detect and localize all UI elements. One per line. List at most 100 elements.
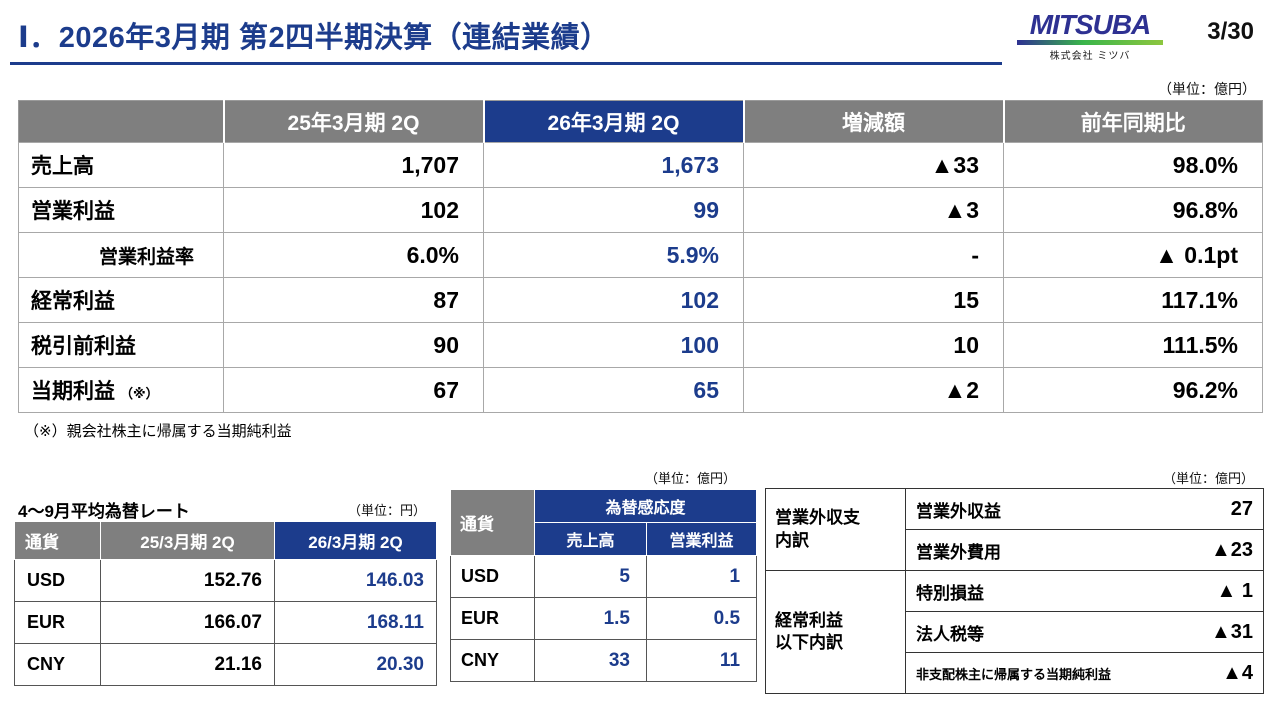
item-name: 非支配株主に帰属する当期純利益: [916, 666, 1112, 682]
currency-label: CNY: [450, 639, 535, 682]
fx-curr-value: 146.03: [274, 559, 437, 602]
results-table: 25年3月期 2Q 26年3月期 2Q 増減額 前年同期比 売上高 1,707 …: [18, 100, 1263, 413]
prev-value-cell: 102: [223, 187, 484, 233]
fx-col-curr: 26/3月期 2Q: [274, 521, 437, 560]
col-header-prev: 25年3月期 2Q: [222, 100, 484, 143]
row-label-cell: 当期利益 （※）: [18, 367, 224, 413]
fx-col-currency: 通貨: [14, 521, 101, 560]
sensitivity-table: 通貨 為替感応度 売上高 営業利益 USD 5 1 EUR 1.5 0.5 CN…: [450, 489, 758, 682]
fx-prev-value: 152.76: [100, 559, 275, 602]
logo-stripe: [1017, 40, 1163, 45]
curr-value-cell: 65: [483, 367, 744, 413]
prev-value-cell: 87: [223, 277, 484, 323]
yoy-value-cell: ▲ 0.1pt: [1003, 232, 1263, 278]
change-value-cell: ▲2: [743, 367, 1004, 413]
mitsuba-logo: MITSUBA 株式会社 ミツバ: [1014, 10, 1166, 62]
logo-wordmark: MITSUBA: [1029, 9, 1152, 40]
fx-curr-value: 20.30: [274, 643, 437, 686]
fx-col-prev: 25/3月期 2Q: [100, 521, 275, 560]
col-header-change: 増減額: [742, 100, 1004, 143]
prev-value-cell: 67: [223, 367, 484, 413]
fx-row-eur: EUR 166.07 168.11: [14, 601, 437, 644]
row-operating-profit: 営業利益 102 99 ▲3 96.8%: [18, 187, 1263, 233]
fx-row-cny: CNY 21.16 20.30: [14, 643, 437, 686]
prev-value-cell: 1,707: [223, 142, 484, 188]
yoy-value-cell: 111.5%: [1003, 322, 1263, 368]
page-number: 3/30: [1207, 18, 1254, 45]
item-name: 特別損益: [916, 583, 984, 603]
currency-label: EUR: [14, 601, 101, 644]
breakdown-row: 非支配株主に帰属する当期純利益 ▲4: [766, 652, 1264, 694]
fx-prev-value: 21.16: [100, 643, 275, 686]
currency-label: USD: [450, 555, 535, 598]
yoy-value-cell: 117.1%: [1003, 277, 1263, 323]
sens-col-profit: 営業利益: [645, 522, 758, 556]
row-pretax-profit: 税引前利益 90 100 10 111.5%: [18, 322, 1263, 368]
breakdown-row: 営業外費用 ▲23: [766, 529, 1264, 571]
breakdown-row: 経常利益 以下内訳 特別損益 ▲ 1: [765, 570, 1264, 694]
fx-prev-value: 166.07: [100, 601, 275, 644]
fx-curr-value: 168.11: [274, 601, 437, 644]
group-label-nonoperating: 営業外収支 内訳: [765, 488, 906, 571]
change-value-cell: 10: [743, 322, 1004, 368]
footnote-mark: （※）: [120, 386, 159, 401]
col-header-blank: [18, 100, 224, 143]
item-value: ▲ 1: [1216, 579, 1253, 602]
row-label-cell: 税引前利益: [18, 322, 224, 368]
item-name: 法人税等: [916, 624, 984, 644]
sens-sales-value: 1.5: [534, 597, 647, 640]
company-name: 株式会社 ミツバ: [1049, 51, 1131, 62]
title-underline: [10, 62, 1002, 65]
prev-value-cell: 6.0%: [223, 232, 484, 278]
item-name: 営業外収益: [916, 501, 1001, 521]
breakdown-table: 営業外収支 内訳 営業外収益 27 営業外費用 ▲23 経常利益 以下内訳 特別…: [765, 488, 1264, 694]
curr-value-cell: 99: [483, 187, 744, 233]
row-label-cell: 売上高: [18, 142, 224, 188]
change-value-cell: ▲33: [743, 142, 1004, 188]
unit-label-main: （単位：億円）: [1158, 81, 1256, 97]
sens-row-cny: CNY 33 11: [450, 639, 758, 682]
sens-profit-value: 0.5: [645, 597, 758, 640]
unit-label-fx: （単位：円）: [348, 503, 427, 518]
change-value-cell: ▲3: [743, 187, 1004, 233]
sens-sales-value: 5: [534, 555, 647, 598]
item-value: ▲4: [1222, 661, 1253, 684]
row-label-cell: 経常利益: [18, 277, 224, 323]
results-header-row: 25年3月期 2Q 26年3月期 2Q 増減額 前年同期比: [18, 100, 1263, 143]
footnote: （※）親会社株主に帰属する当期純利益: [24, 423, 292, 440]
unit-label-breakdown: （単位：億円）: [1162, 471, 1254, 486]
currency-label: USD: [14, 559, 101, 602]
unit-label-sensitivity: （単位：億円）: [645, 471, 737, 486]
row-sales: 売上高 1,707 1,673 ▲33 98.0%: [18, 142, 1263, 188]
sens-profit-value: 11: [645, 639, 758, 682]
breakdown-item: 営業外収益 27: [905, 488, 1264, 530]
fx-row-usd: USD 152.76 146.03: [14, 559, 437, 602]
item-value: ▲31: [1210, 620, 1253, 643]
sens-row-usd: USD 5 1: [450, 555, 758, 598]
item-name: 営業外費用: [916, 542, 1001, 562]
sens-row-eur: EUR 1.5 0.5: [450, 597, 758, 640]
currency-label: EUR: [450, 597, 535, 640]
fx-rate-table: 通貨 25/3月期 2Q 26/3月期 2Q USD 152.76 146.03…: [14, 521, 437, 686]
row-operating-margin: 営業利益率 6.0% 5.9% - ▲ 0.1pt: [18, 232, 1263, 278]
row-net-profit: 当期利益 （※） 67 65 ▲2 96.2%: [18, 367, 1263, 413]
curr-value-cell: 5.9%: [483, 232, 744, 278]
sens-sales-value: 33: [534, 639, 647, 682]
item-value: ▲23: [1210, 538, 1253, 561]
col-header-yoy: 前年同期比: [1002, 100, 1263, 143]
item-value: 27: [1230, 497, 1253, 520]
currency-label: CNY: [14, 643, 101, 686]
sens-header-row: 通貨 為替感応度: [450, 489, 758, 556]
change-value-cell: 15: [743, 277, 1004, 323]
fx-header-row: 通貨 25/3月期 2Q 26/3月期 2Q: [14, 521, 437, 560]
row-ordinary-profit: 経常利益 87 102 15 117.1%: [18, 277, 1263, 323]
page-title: Ⅰ．2026年3月期 第2四半期決算（連結業績）: [18, 22, 610, 54]
row-label-cell: 営業利益: [18, 187, 224, 233]
breakdown-row: 営業外収支 内訳 営業外収益 27: [765, 488, 1264, 571]
curr-value-cell: 100: [483, 322, 744, 368]
breakdown-item: 営業外費用 ▲23: [905, 529, 1264, 571]
fx-rate-title: 4～9月平均為替レート: [18, 502, 190, 521]
sens-group-header: 為替感応度: [533, 489, 758, 523]
breakdown-item: 非支配株主に帰属する当期純利益 ▲4: [905, 652, 1264, 694]
sens-col-sales: 売上高: [534, 522, 647, 556]
